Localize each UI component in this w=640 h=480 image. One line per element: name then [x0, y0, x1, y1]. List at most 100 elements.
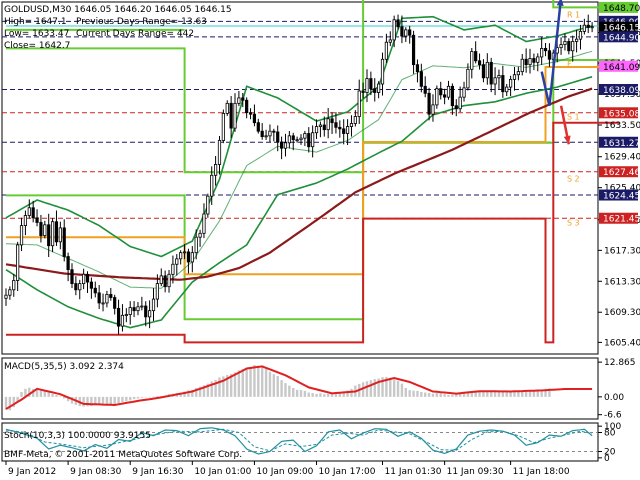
x-tick-label: 9 Jan 16:30: [132, 467, 184, 477]
pivot-red-line: [6, 121, 620, 344]
candle: [474, 41, 478, 64]
x-tick-label: 11 Jan 09:30: [447, 467, 504, 477]
candle-body: [116, 307, 121, 327]
candle-body: [408, 29, 412, 36]
macd-panel[interactable]: 12.865 0.00 -6.6: [1, 357, 636, 421]
macd-bar: [373, 379, 376, 397]
candle: [466, 63, 470, 91]
candle: [159, 268, 163, 287]
candle: [431, 94, 435, 122]
candle-body: [536, 56, 540, 63]
macd-bar: [241, 369, 244, 397]
price-badge: 1644.90: [599, 31, 640, 43]
macd-bar: [346, 390, 349, 397]
y-tick-label: 1637.50: [604, 90, 640, 100]
x-tick-label: 10 Jan 01:00: [194, 467, 251, 477]
x-tick-label: 11 Jan 18:00: [513, 467, 570, 477]
candle-body: [202, 213, 206, 234]
candle-body: [481, 64, 486, 79]
level-tag: R 1: [567, 10, 580, 19]
macd-bar: [132, 396, 136, 400]
macd-bar: [478, 390, 481, 397]
macd-bar: [311, 393, 314, 397]
candle-body: [388, 39, 392, 43]
candle: [97, 284, 101, 309]
candle-body: [404, 29, 408, 37]
candle: [12, 274, 16, 297]
macd-bar: [105, 396, 109, 405]
candle-body: [509, 78, 513, 88]
macd-bar: [82, 396, 85, 407]
candle-body: [524, 58, 528, 66]
macd-bar: [528, 390, 532, 397]
macd-bar: [97, 396, 101, 405]
macd-bar: [148, 396, 151, 398]
y-tick-label: 1613.30: [604, 277, 640, 287]
candle-body: [264, 135, 268, 138]
price-badge-label: 1644.90: [603, 33, 640, 43]
macd-bar: [249, 366, 252, 397]
candle-body: [365, 78, 369, 93]
candle: [427, 87, 431, 121]
candle: [237, 91, 241, 107]
candle-body: [528, 58, 532, 66]
macd-bar: [427, 393, 431, 397]
candle-body: [369, 78, 373, 90]
macd-bar: [206, 383, 210, 397]
candle-body: [466, 68, 470, 89]
price-panel[interactable]: R 1 F S 1 S 2 S 3: [1, 0, 620, 355]
candle: [400, 15, 404, 44]
candle-body: [380, 58, 385, 85]
candle-body: [268, 130, 272, 137]
candle-body: [221, 113, 225, 141]
candle: [578, 24, 583, 50]
macd-bar: [214, 379, 217, 397]
macd-bar: [389, 377, 392, 397]
candle-body: [342, 128, 346, 134]
x-tick-label: 10 Jan 17:00: [319, 467, 376, 477]
price-badge: 1621.45: [599, 212, 640, 225]
candle: [567, 38, 571, 55]
candle: [124, 308, 128, 323]
candle: [342, 119, 346, 145]
price-badge-bg: [599, 31, 638, 43]
candle: [415, 59, 420, 83]
macd-bar: [292, 387, 295, 397]
candle-body: [330, 118, 334, 124]
candle: [39, 214, 43, 243]
candle: [105, 290, 109, 308]
candle: [384, 33, 388, 63]
macd-bar: [334, 392, 338, 397]
macd-bar: [117, 396, 120, 404]
candle: [411, 30, 416, 74]
info-close: Close= 1642.7: [4, 41, 70, 51]
candle-body: [353, 116, 357, 124]
macd-bar: [501, 392, 505, 397]
candle: [62, 219, 66, 262]
candle-body: [171, 263, 175, 275]
candle: [334, 112, 338, 134]
candle-body: [132, 307, 136, 312]
macd-bar: [268, 371, 272, 397]
macd-bar: [101, 396, 105, 405]
candle-body: [8, 289, 12, 296]
candle: [443, 88, 447, 105]
macd-bar: [210, 381, 213, 397]
candle-body: [148, 310, 152, 318]
macd-tick-label: -6.6: [604, 411, 622, 421]
candle-body: [248, 112, 253, 115]
price-badge: 1641.09: [599, 60, 640, 73]
candle-body: [190, 252, 194, 263]
candle: [93, 281, 97, 298]
candle-body: [307, 133, 311, 148]
candle-body: [120, 314, 125, 327]
candle: [365, 69, 369, 103]
level-tag: F: [567, 60, 572, 69]
candle-body: [497, 75, 501, 79]
candle: [248, 108, 253, 120]
candle-body: [182, 251, 187, 254]
macd-bar: [55, 394, 58, 397]
candle: [307, 127, 311, 153]
